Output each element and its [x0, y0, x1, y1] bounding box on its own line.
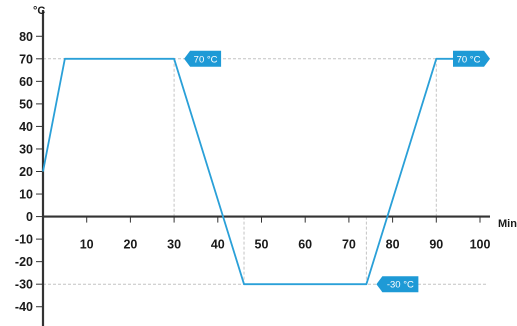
y-tick-label-11: -30	[15, 278, 33, 292]
series	[42, 57, 480, 286]
y-tick-label-9: -10	[15, 233, 33, 247]
x-tick-label-8: 90	[429, 238, 443, 252]
callout-badge-0	[184, 50, 222, 67]
y-axis-unit-label: °C	[33, 5, 45, 17]
y-tick-label-2: 60	[19, 75, 33, 89]
y-tick-label-1: 70	[19, 52, 33, 66]
x-tick-label-2: 30	[167, 238, 181, 252]
x-tick-label-4: 50	[255, 238, 269, 252]
y-tick-label-3: 50	[19, 97, 33, 111]
callout-badge-1	[376, 276, 419, 293]
y-tick-label-10: -20	[15, 255, 33, 269]
y-tick-label-5: 30	[19, 142, 33, 156]
x-tick-label-3: 40	[211, 238, 225, 252]
x-axis-unit-label: Min	[498, 218, 517, 230]
x-tick-label-0: 10	[80, 238, 94, 252]
y-tick-label-7: 10	[19, 188, 33, 202]
callout-label-0: 70 °C	[194, 54, 218, 65]
y-tick-label-0: 80	[19, 30, 33, 44]
callout-label-2: 70 °C	[457, 54, 481, 65]
callouts: 70 °C -30 °C 70 °C	[184, 50, 490, 293]
x-tick-label-9: 100	[470, 238, 491, 252]
axes: °C Min	[33, 5, 517, 326]
y-tick-label-4: 40	[19, 120, 33, 134]
series-line-0	[42, 57, 480, 286]
callout-badge-2	[453, 50, 490, 67]
callout-label-1: -30 °C	[387, 280, 414, 291]
x-tick-label-6: 70	[342, 238, 356, 252]
x-tick-label-1: 20	[123, 238, 137, 252]
x-tick-label-5: 60	[298, 238, 312, 252]
y-tick-label-6: 20	[19, 165, 33, 179]
y-tick-label-8: 0	[26, 210, 33, 224]
x-tick-label-7: 80	[386, 238, 400, 252]
y-tick-label-12: -40	[15, 300, 33, 314]
